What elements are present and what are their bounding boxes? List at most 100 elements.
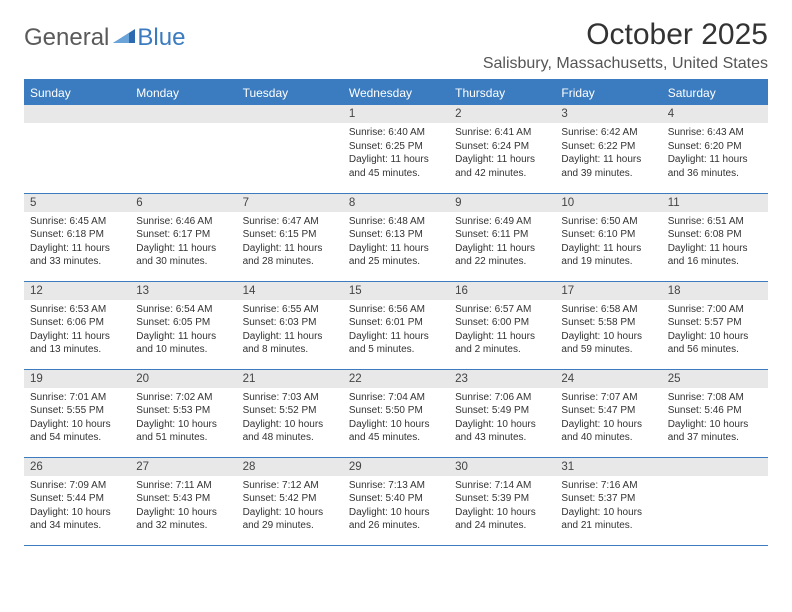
day-number: 13	[130, 282, 236, 300]
day-number: 1	[343, 105, 449, 123]
day-details: Sunrise: 6:48 AMSunset: 6:13 PMDaylight:…	[343, 212, 449, 273]
calendar-body: 1Sunrise: 6:40 AMSunset: 6:25 PMDaylight…	[24, 105, 768, 545]
sunrise-text: Sunrise: 7:14 AM	[455, 479, 549, 493]
calendar-day-cell: 26Sunrise: 7:09 AMSunset: 5:44 PMDayligh…	[24, 457, 130, 545]
weekday-header: Friday	[555, 81, 661, 105]
daylight-text: Daylight: 11 hours and 16 minutes.	[668, 242, 762, 269]
sunset-text: Sunset: 5:40 PM	[349, 492, 443, 506]
calendar-day-cell: 27Sunrise: 7:11 AMSunset: 5:43 PMDayligh…	[130, 457, 236, 545]
sunrise-text: Sunrise: 6:57 AM	[455, 303, 549, 317]
logo-flag-icon	[113, 25, 135, 43]
day-number: 16	[449, 282, 555, 300]
calendar-day-cell: 24Sunrise: 7:07 AMSunset: 5:47 PMDayligh…	[555, 369, 661, 457]
sunrise-text: Sunrise: 6:42 AM	[561, 126, 655, 140]
day-details: Sunrise: 6:47 AMSunset: 6:15 PMDaylight:…	[237, 212, 343, 273]
sunset-text: Sunset: 6:11 PM	[455, 228, 549, 242]
daylight-text: Daylight: 11 hours and 22 minutes.	[455, 242, 549, 269]
calendar-day-cell	[24, 105, 130, 193]
day-details: Sunrise: 6:53 AMSunset: 6:06 PMDaylight:…	[24, 300, 130, 361]
sunset-text: Sunset: 5:47 PM	[561, 404, 655, 418]
sunset-text: Sunset: 6:10 PM	[561, 228, 655, 242]
calendar-day-cell: 2Sunrise: 6:41 AMSunset: 6:24 PMDaylight…	[449, 105, 555, 193]
day-details: Sunrise: 6:42 AMSunset: 6:22 PMDaylight:…	[555, 123, 661, 184]
calendar-day-cell: 8Sunrise: 6:48 AMSunset: 6:13 PMDaylight…	[343, 193, 449, 281]
daylight-text: Daylight: 10 hours and 59 minutes.	[561, 330, 655, 357]
calendar-day-cell: 20Sunrise: 7:02 AMSunset: 5:53 PMDayligh…	[130, 369, 236, 457]
header: General Blue October 2025 Salisbury, Mas…	[24, 18, 768, 73]
sunrise-text: Sunrise: 6:50 AM	[561, 215, 655, 229]
weekday-header: Saturday	[662, 81, 768, 105]
sunset-text: Sunset: 6:06 PM	[30, 316, 124, 330]
daylight-text: Daylight: 11 hours and 39 minutes.	[561, 153, 655, 180]
calendar-day-cell: 10Sunrise: 6:50 AMSunset: 6:10 PMDayligh…	[555, 193, 661, 281]
daylight-text: Daylight: 10 hours and 48 minutes.	[243, 418, 337, 445]
day-details: Sunrise: 6:45 AMSunset: 6:18 PMDaylight:…	[24, 212, 130, 273]
daylight-text: Daylight: 11 hours and 36 minutes.	[668, 153, 762, 180]
calendar-day-cell: 25Sunrise: 7:08 AMSunset: 5:46 PMDayligh…	[662, 369, 768, 457]
sunset-text: Sunset: 6:25 PM	[349, 140, 443, 154]
sunset-text: Sunset: 5:44 PM	[30, 492, 124, 506]
daylight-text: Daylight: 10 hours and 54 minutes.	[30, 418, 124, 445]
daylight-text: Daylight: 10 hours and 43 minutes.	[455, 418, 549, 445]
sunset-text: Sunset: 6:22 PM	[561, 140, 655, 154]
sunrise-text: Sunrise: 6:47 AM	[243, 215, 337, 229]
sunset-text: Sunset: 5:52 PM	[243, 404, 337, 418]
sunrise-text: Sunrise: 7:13 AM	[349, 479, 443, 493]
calendar-day-cell: 31Sunrise: 7:16 AMSunset: 5:37 PMDayligh…	[555, 457, 661, 545]
sunset-text: Sunset: 5:49 PM	[455, 404, 549, 418]
day-details: Sunrise: 7:03 AMSunset: 5:52 PMDaylight:…	[237, 388, 343, 449]
calendar-day-cell: 17Sunrise: 6:58 AMSunset: 5:58 PMDayligh…	[555, 281, 661, 369]
daylight-text: Daylight: 10 hours and 34 minutes.	[30, 506, 124, 533]
sunset-text: Sunset: 6:20 PM	[668, 140, 762, 154]
sunset-text: Sunset: 5:57 PM	[668, 316, 762, 330]
day-number: 21	[237, 370, 343, 388]
sunset-text: Sunset: 6:03 PM	[243, 316, 337, 330]
calendar-day-cell: 5Sunrise: 6:45 AMSunset: 6:18 PMDaylight…	[24, 193, 130, 281]
sunset-text: Sunset: 5:53 PM	[136, 404, 230, 418]
calendar-day-cell: 7Sunrise: 6:47 AMSunset: 6:15 PMDaylight…	[237, 193, 343, 281]
day-details: Sunrise: 6:40 AMSunset: 6:25 PMDaylight:…	[343, 123, 449, 184]
daylight-text: Daylight: 11 hours and 45 minutes.	[349, 153, 443, 180]
day-number: 22	[343, 370, 449, 388]
daylight-text: Daylight: 10 hours and 51 minutes.	[136, 418, 230, 445]
daylight-text: Daylight: 11 hours and 10 minutes.	[136, 330, 230, 357]
weekday-header: Tuesday	[237, 81, 343, 105]
day-number: 4	[662, 105, 768, 123]
day-number: 12	[24, 282, 130, 300]
day-details: Sunrise: 6:56 AMSunset: 6:01 PMDaylight:…	[343, 300, 449, 361]
title-block: October 2025 Salisbury, Massachusetts, U…	[483, 18, 768, 73]
sunset-text: Sunset: 5:55 PM	[30, 404, 124, 418]
day-number: 14	[237, 282, 343, 300]
day-details: Sunrise: 6:54 AMSunset: 6:05 PMDaylight:…	[130, 300, 236, 361]
calendar-week-row: 5Sunrise: 6:45 AMSunset: 6:18 PMDaylight…	[24, 193, 768, 281]
day-number: 29	[343, 458, 449, 476]
sunrise-text: Sunrise: 6:46 AM	[136, 215, 230, 229]
calendar-table: SundayMondayTuesdayWednesdayThursdayFrid…	[24, 81, 768, 546]
day-details: Sunrise: 7:06 AMSunset: 5:49 PMDaylight:…	[449, 388, 555, 449]
day-details: Sunrise: 6:58 AMSunset: 5:58 PMDaylight:…	[555, 300, 661, 361]
sunrise-text: Sunrise: 7:09 AM	[30, 479, 124, 493]
day-details: Sunrise: 6:41 AMSunset: 6:24 PMDaylight:…	[449, 123, 555, 184]
logo-text-blue: Blue	[137, 24, 185, 52]
calendar-day-cell: 28Sunrise: 7:12 AMSunset: 5:42 PMDayligh…	[237, 457, 343, 545]
month-title: October 2025	[483, 18, 768, 51]
sunset-text: Sunset: 5:37 PM	[561, 492, 655, 506]
sunrise-text: Sunrise: 7:02 AM	[136, 391, 230, 405]
logo-text-general: General	[24, 24, 109, 52]
sunrise-text: Sunrise: 7:08 AM	[668, 391, 762, 405]
day-number: 10	[555, 194, 661, 212]
daylight-text: Daylight: 10 hours and 29 minutes.	[243, 506, 337, 533]
calendar-week-row: 12Sunrise: 6:53 AMSunset: 6:06 PMDayligh…	[24, 281, 768, 369]
daylight-text: Daylight: 10 hours and 37 minutes.	[668, 418, 762, 445]
weekday-header: Thursday	[449, 81, 555, 105]
sunrise-text: Sunrise: 6:58 AM	[561, 303, 655, 317]
calendar-day-cell: 6Sunrise: 6:46 AMSunset: 6:17 PMDaylight…	[130, 193, 236, 281]
sunrise-text: Sunrise: 7:00 AM	[668, 303, 762, 317]
daylight-text: Daylight: 11 hours and 28 minutes.	[243, 242, 337, 269]
day-details: Sunrise: 6:46 AMSunset: 6:17 PMDaylight:…	[130, 212, 236, 273]
calendar-day-cell: 9Sunrise: 6:49 AMSunset: 6:11 PMDaylight…	[449, 193, 555, 281]
day-number	[237, 105, 343, 123]
daylight-text: Daylight: 10 hours and 45 minutes.	[349, 418, 443, 445]
sunset-text: Sunset: 5:58 PM	[561, 316, 655, 330]
sunset-text: Sunset: 5:43 PM	[136, 492, 230, 506]
